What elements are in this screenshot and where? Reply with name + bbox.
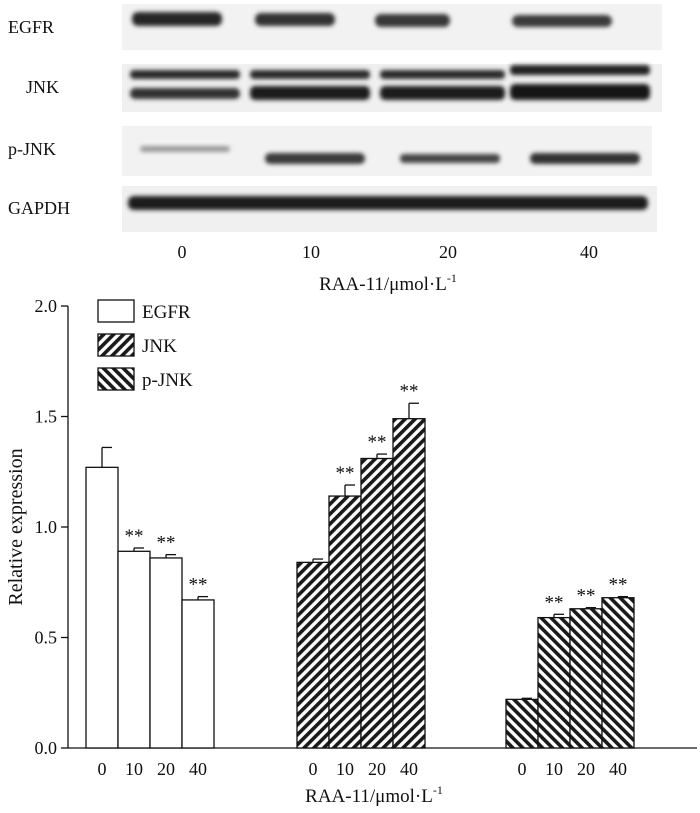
x-axis-label: RAA-11/μmol·L-1	[305, 783, 443, 807]
band-egfr-40	[512, 15, 612, 27]
x-tick-label: 10	[125, 759, 143, 779]
band-jnk-upper-20	[380, 70, 505, 79]
legend-label: EGFR	[142, 302, 191, 323]
legend-swatch	[97, 299, 135, 323]
significance-mark: **	[609, 575, 628, 596]
significance-mark: **	[545, 592, 564, 613]
band-egfr-0	[132, 12, 222, 26]
band-p-jnk-40	[530, 153, 640, 164]
band-egfr-10	[255, 13, 335, 26]
x-tick-label: 0	[309, 759, 318, 779]
x-tick-label: 40	[400, 759, 418, 779]
significance-mark: **	[336, 463, 355, 484]
significance-mark: **	[189, 575, 208, 596]
blot-lane-20: 20	[439, 242, 457, 262]
blot-label-egfr: EGFR	[8, 17, 54, 37]
blot-label-gapdh: GAPDH	[8, 198, 70, 218]
band-gapdh	[128, 196, 648, 210]
bar	[569, 608, 603, 749]
bar-chart: Relative expression 0.0 0.5 1.0 1.5 2.0 0 ** 1…	[5, 296, 697, 807]
significance-mark: **	[400, 381, 419, 402]
bar	[296, 561, 330, 749]
band-p-jnk-0	[140, 146, 230, 152]
x-tick-label: 20	[368, 759, 386, 779]
band-jnk-lower-20	[380, 86, 505, 100]
bar	[328, 495, 362, 749]
x-tick-label: 0	[518, 759, 527, 779]
blot-lane-0: 0	[178, 242, 187, 262]
y-tick-label: 0.5	[35, 628, 58, 648]
band-jnk-upper-10	[250, 70, 370, 79]
blot-label-p-jnk: p-JNK	[8, 139, 56, 159]
bar	[392, 418, 426, 749]
bar	[601, 597, 635, 749]
band-jnk-lower-0	[130, 88, 240, 99]
significance-mark: **	[577, 586, 596, 607]
band-jnk-upper-40	[510, 65, 650, 75]
band-egfr-20	[375, 14, 450, 27]
x-tick-label: 40	[609, 759, 627, 779]
band-jnk-lower-40	[510, 84, 650, 100]
significance-mark: **	[157, 533, 176, 554]
significance-mark: **	[125, 526, 144, 547]
significance-mark: **	[368, 432, 387, 453]
band-jnk-lower-10	[250, 86, 370, 100]
band-p-jnk-10	[265, 153, 365, 164]
y-tick-label: 2.0	[35, 296, 58, 316]
western-blot-panel: EGFR JNK p-JNK GAPDH 0 10 20 40 RAA-11/μ…	[8, 4, 662, 295]
x-tick-label: 20	[577, 759, 595, 779]
band-p-jnk-20	[400, 154, 500, 163]
x-tick-label: 40	[189, 759, 207, 779]
legend-label: p-JNK	[142, 370, 193, 391]
legend-swatch	[97, 367, 135, 391]
y-tick-label: 1.0	[35, 517, 58, 537]
x-tick-label: 0	[98, 759, 107, 779]
bar	[360, 457, 394, 749]
blot-label-jnk: JNK	[26, 77, 59, 97]
legend-label: JNK	[142, 336, 177, 357]
bar	[117, 550, 151, 749]
x-tick-label: 20	[157, 759, 175, 779]
x-tick-label: 10	[545, 759, 563, 779]
bar	[149, 557, 183, 749]
legend-swatch	[97, 333, 135, 357]
bar	[181, 599, 215, 749]
blot-lane-40: 40	[580, 242, 598, 262]
blot-x-axis-label: RAA-11/μmol·L-1	[319, 271, 457, 295]
bar	[537, 616, 571, 749]
bar	[505, 698, 539, 749]
blot-lane-10: 10	[302, 242, 320, 262]
y-tick-label: 1.5	[35, 407, 58, 427]
x-tick-label: 10	[336, 759, 354, 779]
y-tick-label: 0.0	[35, 738, 58, 758]
bar	[85, 466, 119, 749]
y-axis-label: Relative expression	[5, 448, 27, 605]
band-jnk-upper-0	[130, 70, 240, 79]
